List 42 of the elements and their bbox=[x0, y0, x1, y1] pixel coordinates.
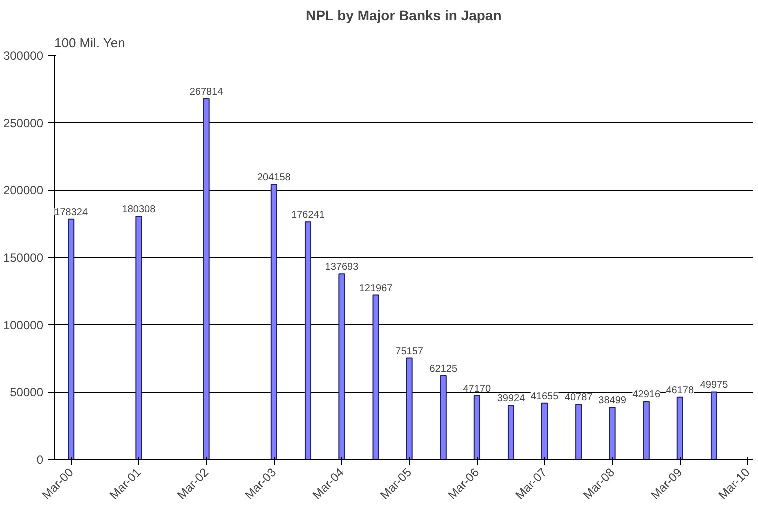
data-label: 41655 bbox=[530, 391, 560, 402]
bar bbox=[270, 184, 278, 460]
data-label: 46178 bbox=[666, 385, 694, 396]
bar bbox=[68, 218, 75, 460]
data-label: 62125 bbox=[430, 364, 458, 375]
bar bbox=[541, 402, 548, 460]
data-label: 38499 bbox=[598, 396, 627, 407]
data-label: 75157 bbox=[396, 346, 424, 358]
bar bbox=[372, 294, 380, 460]
chart-title: NPL by Major Banks in Japan bbox=[306, 8, 502, 24]
data-label: 39924 bbox=[497, 394, 526, 405]
bar bbox=[710, 392, 718, 460]
bar bbox=[304, 222, 312, 460]
y-tick-label: 300000 bbox=[3, 49, 44, 63]
data-label: 178324 bbox=[54, 207, 88, 218]
bar bbox=[136, 216, 142, 460]
y-tick-label: 100000 bbox=[3, 318, 44, 332]
y-tick-label: 200000 bbox=[3, 184, 44, 198]
y-tick-label: 0 bbox=[36, 453, 44, 467]
y-tick-label: 150000 bbox=[3, 251, 44, 265]
data-label: 267814 bbox=[190, 86, 224, 98]
bar bbox=[203, 98, 210, 460]
y-axis-title: 100 Mil. Yen bbox=[54, 36, 126, 50]
bar bbox=[508, 405, 515, 460]
bar bbox=[643, 401, 650, 460]
bar bbox=[406, 358, 413, 460]
bar bbox=[440, 375, 447, 460]
y-tick-label: 250000 bbox=[3, 116, 44, 130]
bar bbox=[609, 407, 616, 460]
data-label: 180308 bbox=[122, 204, 156, 216]
data-label: 121967 bbox=[359, 283, 394, 294]
bar bbox=[576, 404, 582, 460]
data-label: 42916 bbox=[632, 390, 661, 401]
bar bbox=[474, 395, 480, 460]
data-label: 40787 bbox=[564, 392, 594, 404]
data-label: 49975 bbox=[700, 380, 729, 392]
data-label: 204158 bbox=[257, 172, 292, 184]
data-label: 137693 bbox=[325, 262, 360, 274]
y-tick-label: 50000 bbox=[10, 386, 44, 400]
bar bbox=[676, 396, 684, 460]
bar bbox=[338, 274, 346, 460]
data-label: 176241 bbox=[292, 210, 326, 222]
